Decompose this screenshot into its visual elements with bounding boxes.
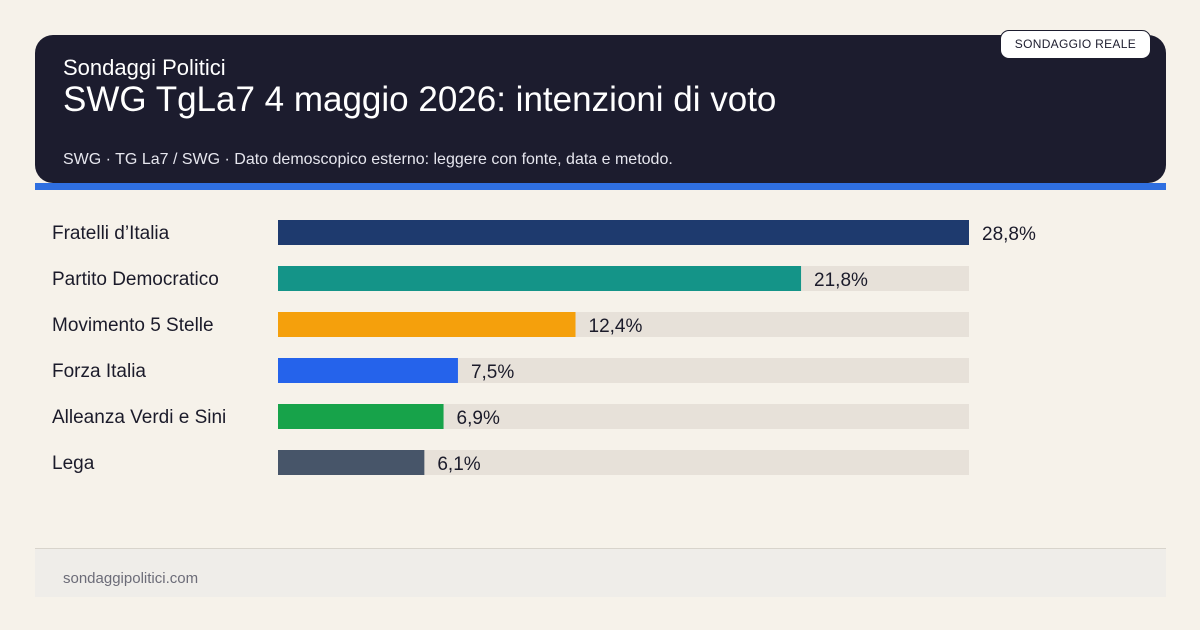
bar — [278, 266, 802, 291]
category-label: Movimento 5 Stelle — [52, 315, 214, 336]
category-label: Forza Italia — [52, 361, 146, 382]
category-label: Lega — [52, 453, 95, 474]
chart-title: SWG TgLa7 4 maggio 2026: intenzioni di v… — [63, 80, 777, 119]
footer: sondaggipolitici.com — [35, 548, 1166, 597]
bar — [278, 358, 458, 383]
header-accent-line — [35, 183, 1166, 190]
value-label: 28,8% — [982, 224, 1036, 245]
value-label: 6,9% — [457, 408, 500, 429]
value-label: 7,5% — [471, 362, 514, 383]
source-note: SWG · TG La7 / SWG · Dato demoscopico es… — [63, 151, 673, 168]
bar — [278, 312, 576, 337]
site-kicker: Sondaggi Politici — [63, 55, 226, 80]
value-label: 6,1% — [437, 454, 480, 475]
category-label: Alleanza Verdi e Sini — [52, 407, 226, 428]
value-label: 12,4% — [589, 316, 643, 337]
bar — [278, 450, 425, 475]
header-banner: Sondaggi Politici SWG TgLa7 4 maggio 202… — [35, 30, 1166, 183]
category-label: Fratelli d’Italia — [52, 223, 170, 244]
real-poll-badge: SONDAGGIO REALE — [999, 30, 1151, 59]
category-label: Partito Democratico — [52, 269, 219, 290]
site-url: sondaggipolitici.com — [63, 570, 199, 587]
bar — [278, 220, 969, 245]
bar — [278, 404, 444, 429]
value-label: 21,8% — [814, 270, 868, 291]
